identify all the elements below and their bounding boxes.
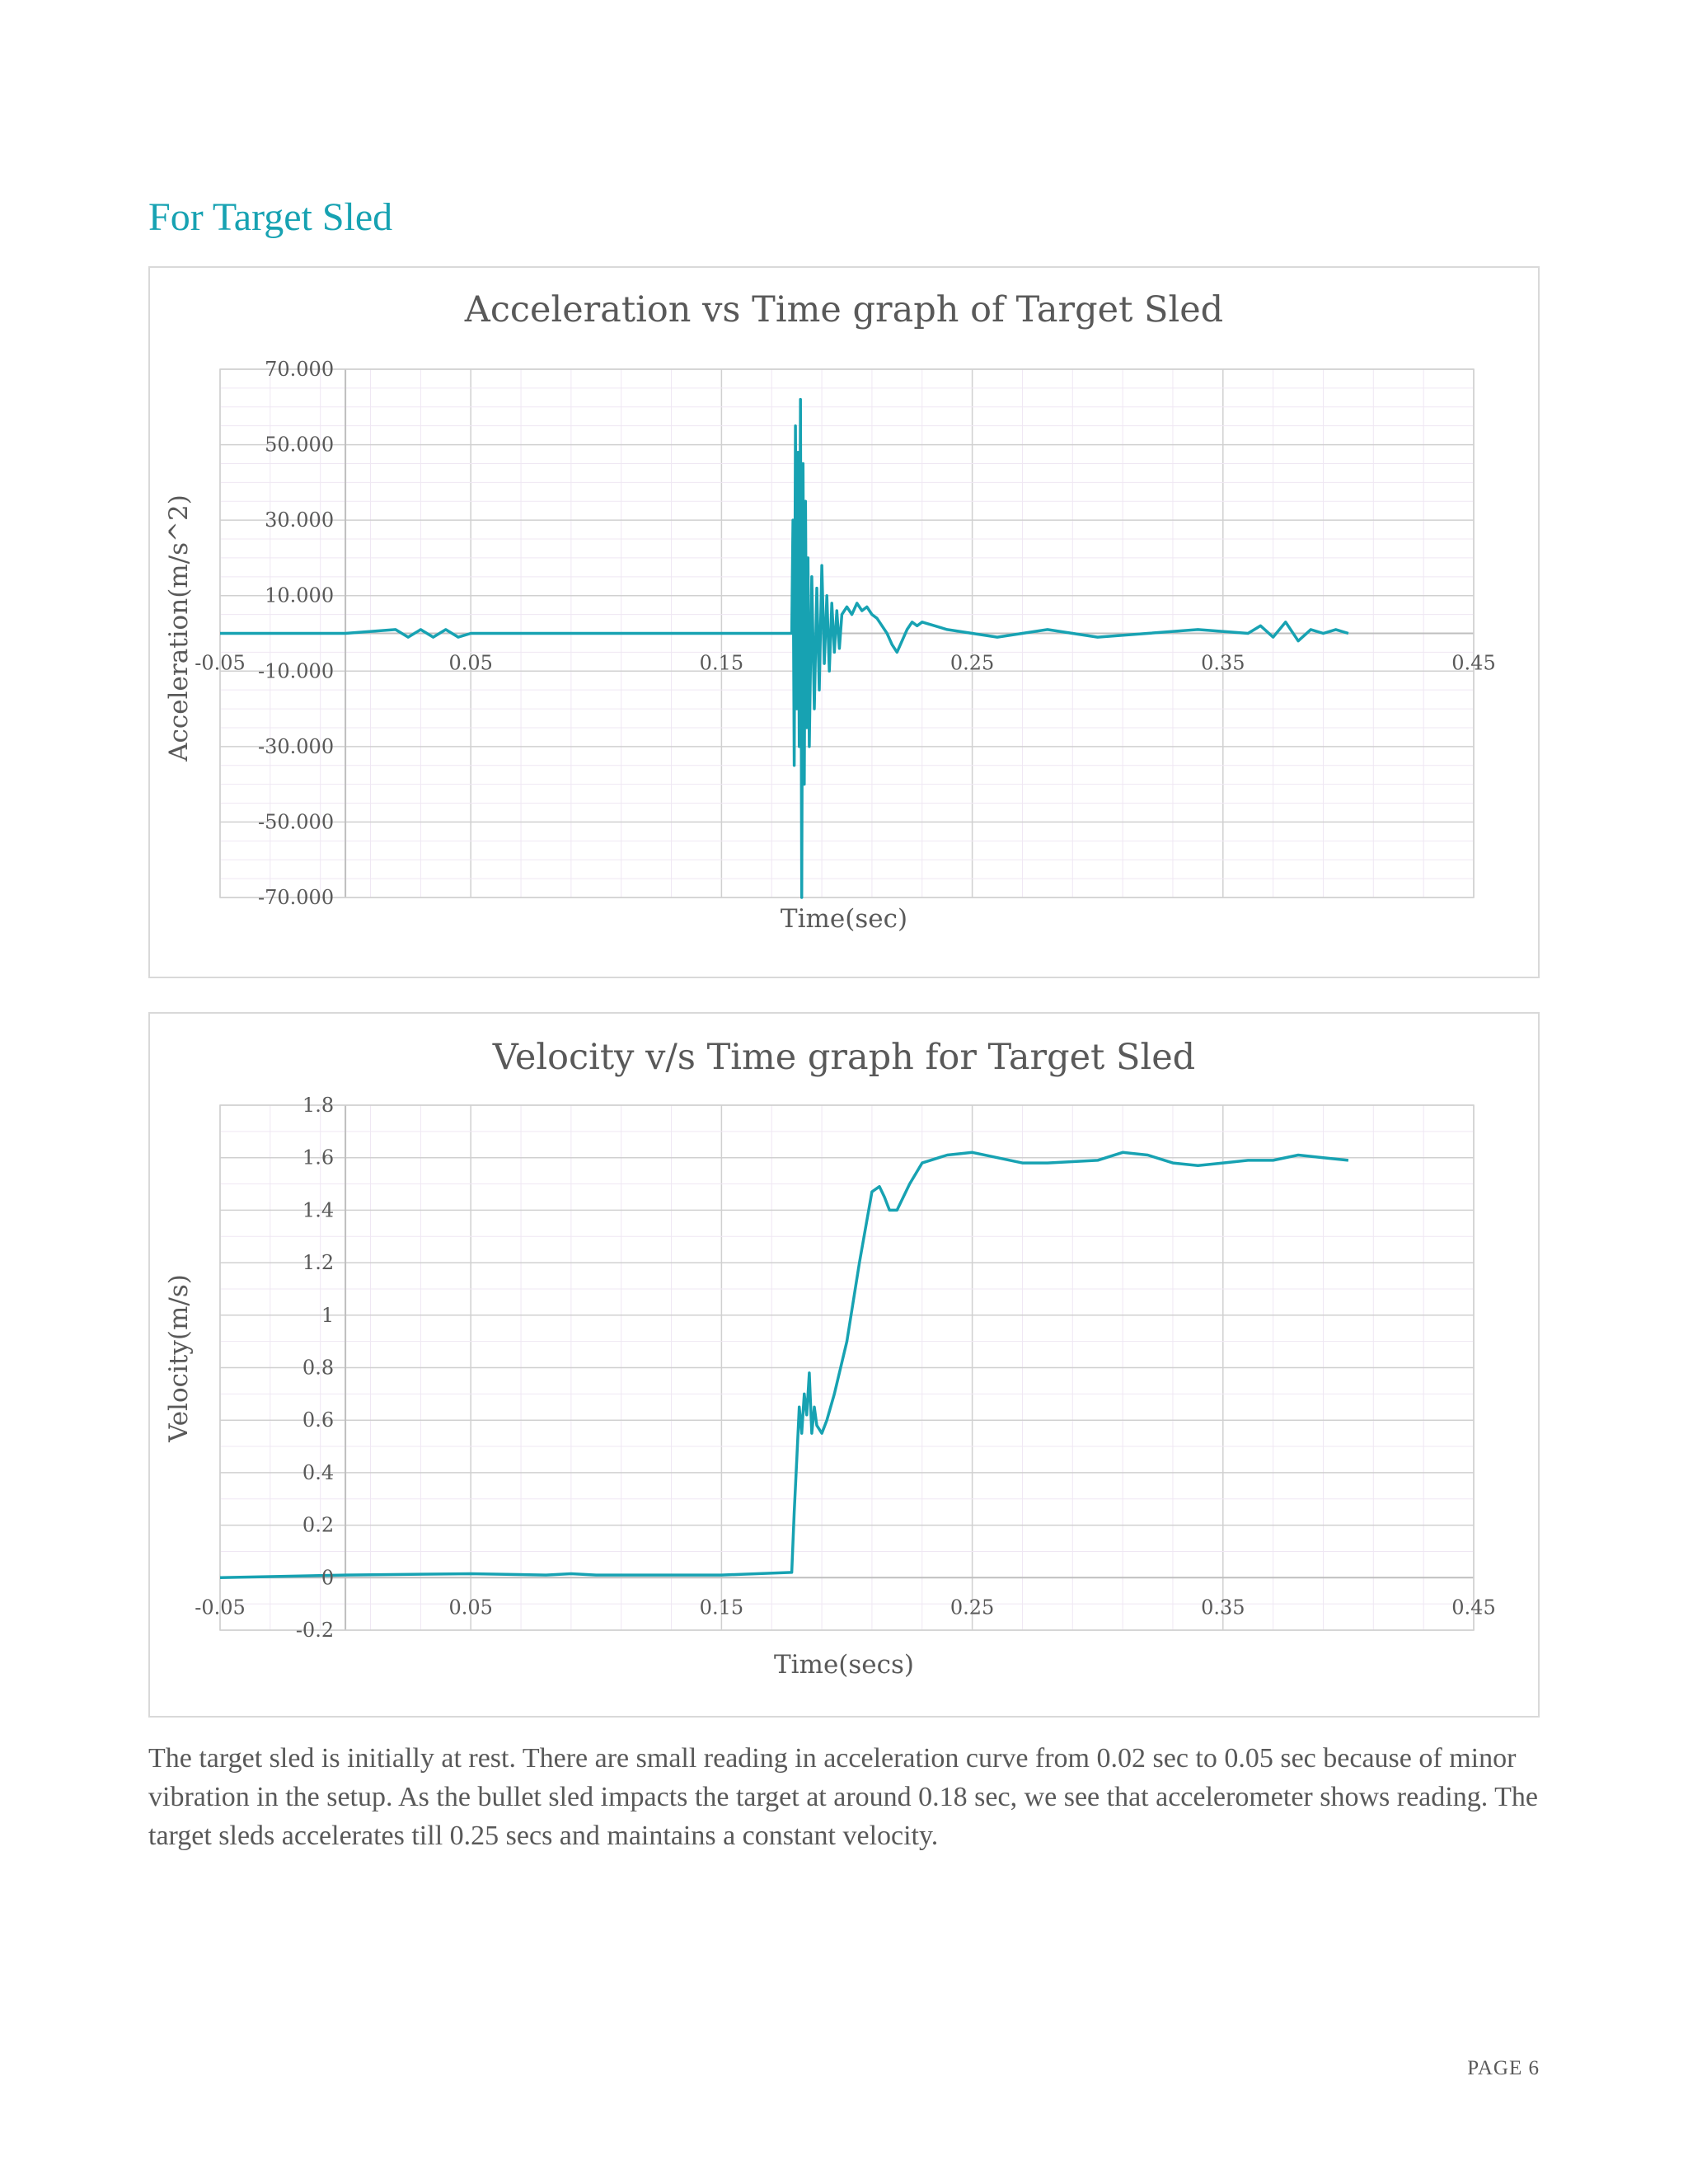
x-tick-label: 0.05 xyxy=(448,652,492,675)
series-line xyxy=(220,397,1349,899)
y-tick-label: 0.6 xyxy=(302,1408,334,1432)
y-tick-label: -0.2 xyxy=(296,1619,334,1642)
x-tick-label: -0.05 xyxy=(195,652,246,675)
x-tick-label: 0.15 xyxy=(700,652,743,675)
grid xyxy=(219,1104,1475,1631)
y-tick-label: 0.4 xyxy=(302,1461,334,1484)
y-tick-label: 1.8 xyxy=(302,1094,334,1117)
series-layer xyxy=(219,1151,1349,1580)
y-tick-label: 0.8 xyxy=(302,1357,334,1380)
axes xyxy=(219,1104,1475,1631)
x-axis-label: Time(secs) xyxy=(774,1650,914,1680)
y-tick-label: 30.000 xyxy=(265,509,334,532)
y-tick-label: 1.4 xyxy=(302,1198,334,1221)
acceleration-chart: 70.000 50.000 30.000 10.000 -10.000 -30.000 -5… xyxy=(148,266,1540,978)
velocity-chart-svg: 1.8 1.6 1.4 1.2 1 0.8 0.6 0.4 0.2 0 -0.2 -0.05 0.05… xyxy=(164,1037,1496,1680)
chart-title: Acceleration vs Time graph of Target Sle… xyxy=(464,289,1223,330)
y-axis-label: Acceleration(m/s^2) xyxy=(164,494,194,762)
series-line xyxy=(219,1151,1349,1580)
y-tick-label: 0 xyxy=(321,1566,334,1589)
y-tick-label: -70.000 xyxy=(258,886,334,909)
velocity-chart: 1.8 1.6 1.4 1.2 1 0.8 0.6 0.4 0.2 0 -0.2 -0.05 0.05… xyxy=(148,1012,1540,1718)
y-tick-label: -10.000 xyxy=(258,659,334,682)
y-tick-label: -50.000 xyxy=(258,810,334,833)
y-tick-label: 0.2 xyxy=(302,1514,334,1537)
section-heading: For Target Sled xyxy=(148,195,393,239)
x-tick-label: 0.45 xyxy=(1451,652,1495,675)
y-tick-label: -30.000 xyxy=(258,735,334,758)
axes xyxy=(219,368,1475,898)
y-tick-labels: 70.000 50.000 30.000 10.000 -10.000 -30.000 -5… xyxy=(258,358,334,909)
x-tick-labels: -0.05 0.05 0.15 0.25 0.35 0.45 xyxy=(195,652,1495,675)
series-layer xyxy=(220,397,1349,899)
y-tick-label: 50.000 xyxy=(265,434,334,457)
page-number: PAGE 6 xyxy=(1467,2057,1540,2079)
chart-title: Velocity v/s Time graph for Target Sled xyxy=(492,1037,1195,1078)
acceleration-chart-svg: 70.000 50.000 30.000 10.000 -10.000 -30.000 -5… xyxy=(164,289,1496,934)
x-tick-label: 0.35 xyxy=(1201,1596,1245,1619)
y-tick-label: 10.000 xyxy=(265,584,334,607)
x-tick-label: -0.05 xyxy=(195,1596,246,1619)
y-tick-label: 1.2 xyxy=(302,1251,334,1274)
y-axis-label: Velocity(m/s) xyxy=(164,1274,194,1443)
x-tick-label: 0.25 xyxy=(950,1596,994,1619)
plot-area-border xyxy=(219,1104,1475,1631)
y-tick-label: 70.000 xyxy=(265,358,334,381)
x-tick-label: 0.15 xyxy=(700,1596,743,1619)
x-axis-label: Time(sec) xyxy=(781,904,907,934)
x-tick-label: 0.05 xyxy=(448,1596,492,1619)
y-tick-labels: 1.8 1.6 1.4 1.2 1 0.8 0.6 0.4 0.2 0 -0.2 xyxy=(296,1094,334,1642)
x-tick-label: 0.25 xyxy=(950,652,994,675)
y-tick-label: 1.6 xyxy=(302,1146,334,1169)
x-tick-label: 0.35 xyxy=(1201,652,1245,675)
body-paragraph: The target sled is initially at rest. Th… xyxy=(148,1743,1538,1851)
y-tick-label: 1 xyxy=(321,1304,334,1327)
x-tick-labels: -0.05 0.05 0.15 0.25 0.35 0.45 xyxy=(195,1596,1495,1619)
x-tick-label: 0.45 xyxy=(1451,1596,1495,1619)
